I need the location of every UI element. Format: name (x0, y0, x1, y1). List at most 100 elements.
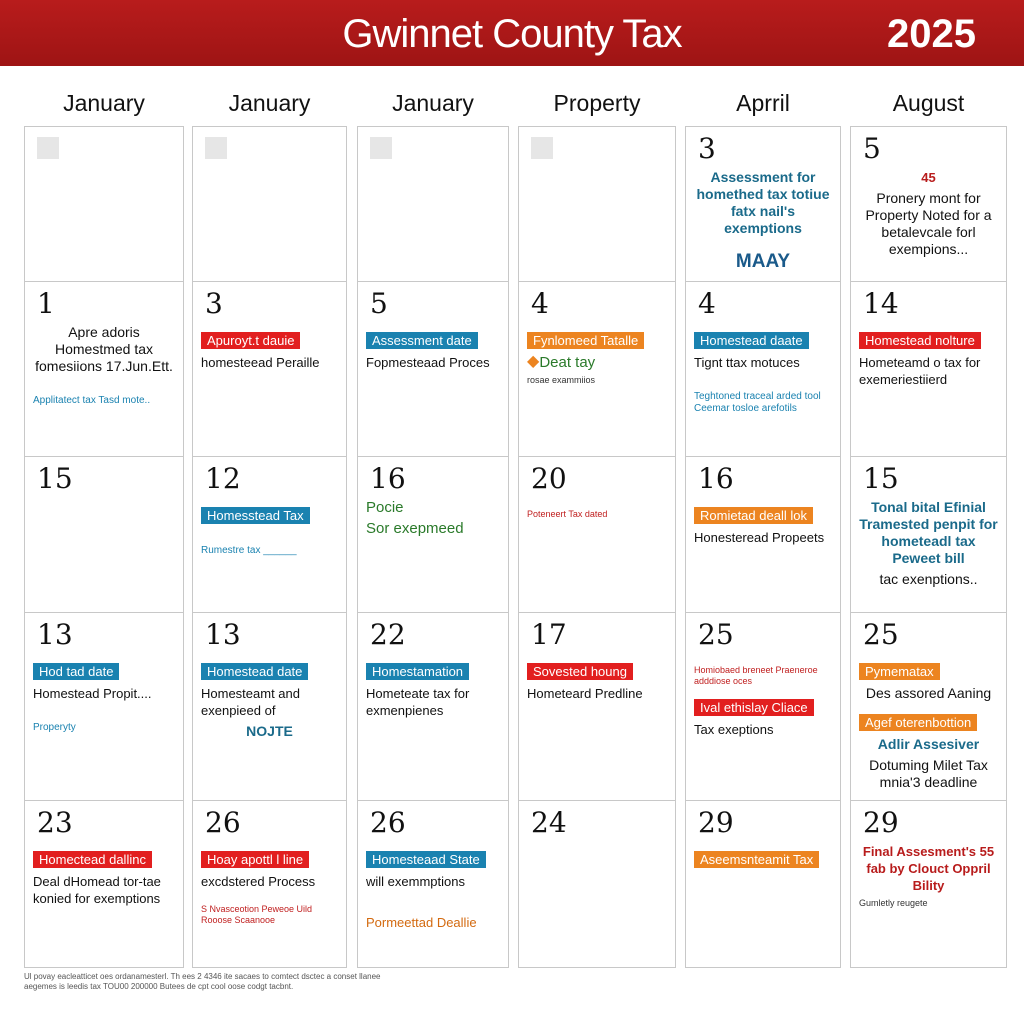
placeholder-square (370, 137, 392, 159)
event-tag[interactable]: Homectead dallinc (33, 851, 152, 868)
header-banner: Gwinnet County Tax 2025 (0, 0, 1024, 66)
event-tag[interactable]: Fynlomeed Tatalle (527, 332, 645, 349)
calendar-cell[interactable] (357, 126, 509, 283)
calendar-cell[interactable]: 4 Fynlomeed Tatalle ◆ Deat tay rosae exammi… (518, 281, 676, 458)
event-tag[interactable]: Homestamation (366, 663, 470, 680)
day-number: 25 (863, 618, 899, 651)
event-tag[interactable]: Apuroyt.t dauie (201, 332, 301, 349)
event-tag[interactable]: Aseemsnteamit Tax (694, 851, 820, 868)
calendar-cell[interactable]: 16 Pocie Sor exepmeed (357, 456, 509, 614)
calendar-cell[interactable]: 23 Homectead dallinc Deal dHomead tor-tae … (24, 800, 184, 968)
event-text: Apre adoris Homestmed tax fomesiions 17.… (33, 324, 175, 375)
calendar-cell[interactable] (518, 126, 676, 283)
event-label: Apre adoris Homestmed tax fomesiions 17.… (35, 324, 173, 374)
event-tag[interactable]: Assessment date (366, 332, 478, 349)
calendar-cell[interactable]: 1 Apre adoris Homestmed tax fomesiions 17… (24, 281, 184, 458)
event-text: Teghtoned traceal arded tool Ceemar tosl… (694, 391, 832, 415)
column-header: January (63, 90, 145, 116)
calendar-cell[interactable]: 3 Apuroyt.t dauie homesteead Peraille (192, 281, 347, 458)
event-tag[interactable]: Homesstead Tax (201, 507, 310, 524)
event-label: excdstered Process (201, 874, 316, 889)
calendar-cell[interactable]: 29 Final Assesment's 55 fab by Clouct Opp… (850, 800, 1007, 968)
event-label: S Nvasceotion Peweoe Uild Rooose Scaanoo… (201, 904, 313, 925)
event-label: Hoay apottl l line (207, 852, 304, 867)
calendar-cell[interactable]: 5 45 Pronery mont for Property Noted for a… (850, 126, 1007, 283)
event-label: Tax exeptions (694, 722, 774, 737)
calendar-cell[interactable]: 13 Hod tad date Homestead Propit.... Proper… (24, 612, 184, 802)
calendar-cell[interactable]: 16 Romietad deall lok Honesteread Propeets (685, 456, 841, 614)
calendar-cell[interactable]: 25 Pymematax Des assored Aaning Agef oteren… (850, 612, 1007, 802)
event-label: Pymematax (865, 664, 934, 679)
calendar-cell[interactable]: 29 Aseemsnteamit Tax (685, 800, 841, 968)
event-label: Hometeate tax for exmenpienes (366, 686, 470, 718)
event-tag[interactable]: Homestead date (201, 663, 309, 680)
event-label: Applitatect tax Tasd mote.. (33, 395, 151, 406)
event-label: Homestead Propit.... (33, 686, 152, 701)
event-label: Pormeettad Deallie (366, 915, 477, 930)
event-tag[interactable]: Hod tad date (33, 663, 120, 680)
event-label: Gumletly reugete (859, 898, 928, 908)
calendar-cell[interactable]: 22 Homestamation Hometeate tax for exmenpi… (357, 612, 509, 802)
event-label: homesteead Peraille (201, 355, 320, 370)
calendar-cell[interactable]: 5 Assessment date Fopmesteaad Proces (357, 281, 509, 458)
calendar-cell[interactable]: 15 (24, 456, 184, 614)
event-label: Pronery mont for Property Noted for a be… (865, 190, 992, 257)
event-tag[interactable]: Hoay apottl l line (201, 851, 310, 868)
event-text: Tax exeptions (694, 721, 832, 738)
calendar-cell[interactable]: 26 Hoay apottl l line excdstered Process S … (192, 800, 347, 968)
event-label: Homectead dallinc (39, 852, 146, 867)
footer-note: Ul povay eacleatticet oes ordanamesterl.… (24, 972, 381, 991)
event-text: Adlir Assesiver (859, 736, 998, 753)
calendar-cell[interactable]: 26 Homesteaad State will exemmptions Pormee… (357, 800, 509, 968)
event-label: Ival ethislay Cliace (700, 700, 808, 715)
calendar-cell[interactable]: 24 (518, 800, 676, 968)
calendar-cell[interactable] (24, 126, 184, 283)
day-number: 16 (698, 462, 734, 495)
event-label: Romietad deall lok (700, 508, 807, 523)
event-label: Fopmesteaad Proces (366, 355, 490, 370)
event-tag[interactable]: Homesteaad State (366, 851, 486, 868)
event-text: 45 (859, 169, 998, 186)
day-number: 24 (531, 806, 567, 839)
event-tag[interactable]: Homestead nolture (859, 332, 981, 349)
event-text: Gumletly reugete (859, 898, 998, 909)
calendar-cell[interactable]: 14 Homestead nolture Hometeamd o tax for e… (850, 281, 1007, 458)
event-text: Assessment for homethed tax totiue fatx … (694, 169, 832, 237)
event-tag[interactable]: Romietad deall lok (694, 507, 813, 524)
day-number: 20 (531, 462, 567, 495)
year-label: 2025 (887, 12, 976, 56)
calendar-cell[interactable]: 20 Poteneert Tax dated (518, 456, 676, 614)
page-title: Gwinnet County Tax (342, 12, 682, 56)
event-label: will exemmptions (366, 874, 465, 889)
calendar-cell[interactable] (192, 126, 347, 283)
placeholder-square (205, 137, 227, 159)
calendar-cell[interactable]: 15 Tonal bital Efinial Tramested penpit f… (850, 456, 1007, 614)
event-label: Deat tay (539, 354, 596, 371)
event-text: Hometeard Predline (527, 685, 667, 702)
calendar-cell[interactable]: 4 Homestead daate Tignt ttax motuces Teghto… (685, 281, 841, 458)
event-label: Assessment for homethed tax totiue fatx … (696, 169, 830, 236)
day-number: 12 (205, 462, 241, 495)
event-tag[interactable]: Agef oterenbottion (859, 714, 978, 731)
calendar-cell[interactable]: 13 Homestead date Homesteamt and exenpieed… (192, 612, 347, 802)
event-tag[interactable]: Pymematax (859, 663, 940, 680)
calendar-cell[interactable]: 12 Homesstead Tax Rumestre tax ______ (192, 456, 347, 614)
event-label: Apuroyt.t dauie (207, 333, 295, 348)
event-label: Homiobaed breneet Praeneroe adddiose oce… (694, 665, 818, 686)
event-label: Rumestre tax ______ (201, 545, 297, 556)
event-tag[interactable]: Ival ethislay Cliace (694, 699, 814, 716)
column-header: Property (553, 90, 641, 116)
event-text: Sor exepmeed (366, 520, 500, 537)
calendar-cell[interactable]: 25 Homiobaed breneet Praeneroe adddiose o… (685, 612, 841, 802)
event-tag[interactable]: Sovested houng (527, 663, 633, 680)
event-label: Poteneert Tax dated (527, 509, 608, 519)
day-number: 13 (37, 618, 73, 651)
event-label: Homestead nolture (865, 333, 975, 348)
event-text: S Nvasceotion Peweoe Uild Rooose Scaanoo… (201, 904, 338, 926)
event-label: Sovested houng (533, 664, 627, 679)
calendar-cell[interactable]: 3 Assessment for homethed tax totiue fatx… (685, 126, 841, 283)
event-label: Sor exepmeed (366, 520, 464, 537)
calendar-cell[interactable]: 17 Sovested houng Hometeard Predline (518, 612, 676, 802)
event-text: Deal dHomead tor-tae konied for exemptio… (33, 873, 175, 907)
event-tag[interactable]: Homestead daate (694, 332, 809, 349)
